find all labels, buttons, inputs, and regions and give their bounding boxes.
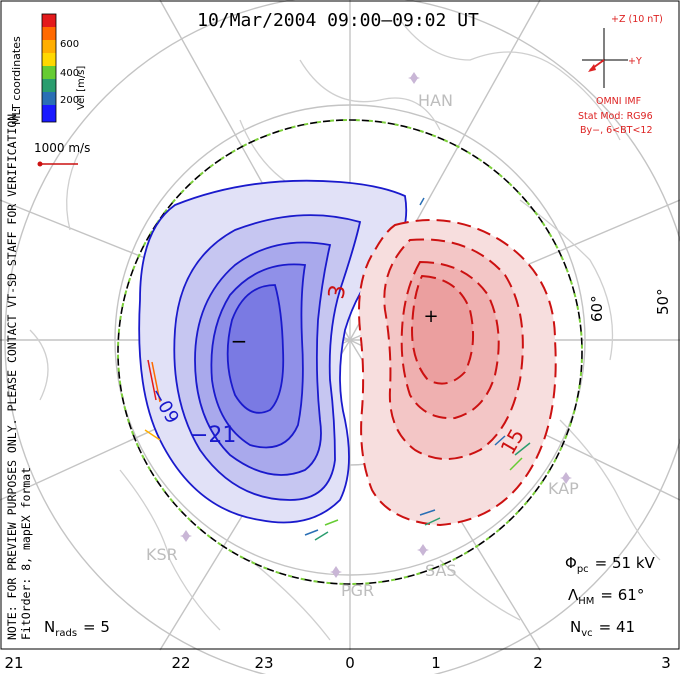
colorbar-unit: Vel [m/s] bbox=[76, 66, 87, 110]
coastlines bbox=[29, 19, 661, 641]
svg-text:Φpc= 51 kV: Φpc = 51 kV bbox=[565, 554, 656, 575]
velocity-vectors bbox=[144, 197, 531, 541]
contour-label-3: 3 bbox=[324, 283, 351, 301]
station-label-pgr: PGR bbox=[341, 581, 374, 600]
contour-label-neg21: −21 bbox=[190, 423, 236, 448]
stat-phi-pc: Φpc = 51 kV bbox=[565, 554, 656, 575]
scale-vector-label: 1000 m/s bbox=[34, 141, 90, 155]
coord-label: MLT coordinates bbox=[10, 36, 23, 125]
nvc-symbol: N bbox=[570, 618, 581, 636]
lambda-value: = 61° bbox=[600, 586, 644, 604]
nrads-symbol: N bbox=[44, 618, 55, 636]
station-label-kap: KAP bbox=[548, 479, 579, 498]
imf-condition: By−, 6<BT<12 bbox=[580, 125, 653, 136]
preview-note: NOTE: FOR PREVIEW PURPOSES ONLY. PLEASE … bbox=[5, 107, 19, 640]
dusk-cell bbox=[138, 179, 408, 524]
colorbar-tick-600: 600 bbox=[60, 39, 79, 50]
station-label-han: HAN bbox=[418, 91, 453, 110]
scale-vector bbox=[37, 161, 78, 167]
svg-text:Nvc= 41: Nvc = 41 bbox=[570, 618, 635, 639]
imf-model: Stat Mod: RG96 bbox=[578, 111, 653, 122]
mlt-tick-22: 22 bbox=[171, 654, 190, 672]
mlt-tick-3: 3 bbox=[661, 654, 671, 672]
plot-frame bbox=[0, 0, 680, 650]
imf-source: OMNI IMF bbox=[596, 96, 641, 107]
colorbar bbox=[41, 13, 57, 123]
mlt-tick-21: 21 bbox=[4, 654, 23, 672]
hm-boundary bbox=[117, 119, 583, 585]
nrads-value: = 5 bbox=[83, 618, 110, 636]
stat-lambda-hm: ΛHM = 61° bbox=[568, 586, 644, 607]
nvc-subscript: vc bbox=[581, 628, 592, 639]
max-potential-marker: + bbox=[423, 306, 438, 327]
svg-text:ΛHM= 61°: ΛHM = 61° bbox=[568, 586, 644, 607]
imf-z-label: +Z (10 nT) bbox=[611, 14, 663, 25]
phi-value: = 51 kV bbox=[595, 554, 656, 572]
phi-subscript: pc bbox=[577, 564, 589, 575]
mlt-axis: 21 22 23 0 1 2 3 bbox=[4, 654, 670, 672]
mlt-tick-1: 1 bbox=[431, 654, 441, 672]
colorbar-tick-400: 400 bbox=[60, 68, 79, 79]
nvc-value: = 41 bbox=[599, 618, 635, 636]
phi-symbol: Φ bbox=[565, 554, 577, 572]
lambda-subscript: HM bbox=[578, 596, 594, 607]
latitude-label-50: 50° bbox=[654, 288, 672, 315]
mlt-tick-0: 0 bbox=[345, 654, 355, 672]
colorbar-tick-200: 200 bbox=[60, 95, 79, 106]
imf-dial bbox=[582, 28, 628, 88]
imf-y-label: +Y bbox=[628, 56, 642, 67]
min-potential-marker: − bbox=[231, 329, 248, 353]
svg-text:Nrads= 5: Nrads = 5 bbox=[44, 618, 110, 639]
latitude-label-60: 60° bbox=[588, 295, 606, 322]
fit-order-note: FitOrder: 8, mapEX format bbox=[19, 467, 33, 640]
mlt-tick-2: 2 bbox=[533, 654, 543, 672]
mlt-tick-23: 23 bbox=[254, 654, 273, 672]
map-title: 10/Mar/2004 09:00–09:02 UT bbox=[197, 10, 479, 31]
station-markers bbox=[180, 72, 572, 578]
nrads-subscript: rads bbox=[55, 628, 77, 639]
stat-n-vc: Nvc = 41 bbox=[570, 618, 635, 639]
station-label-ksr: KSR bbox=[146, 545, 178, 564]
dawn-cell bbox=[358, 219, 557, 527]
stat-n-rads: Nrads = 5 bbox=[44, 618, 110, 639]
station-label-sas: SAS bbox=[425, 561, 457, 580]
lambda-symbol: Λ bbox=[568, 586, 579, 604]
